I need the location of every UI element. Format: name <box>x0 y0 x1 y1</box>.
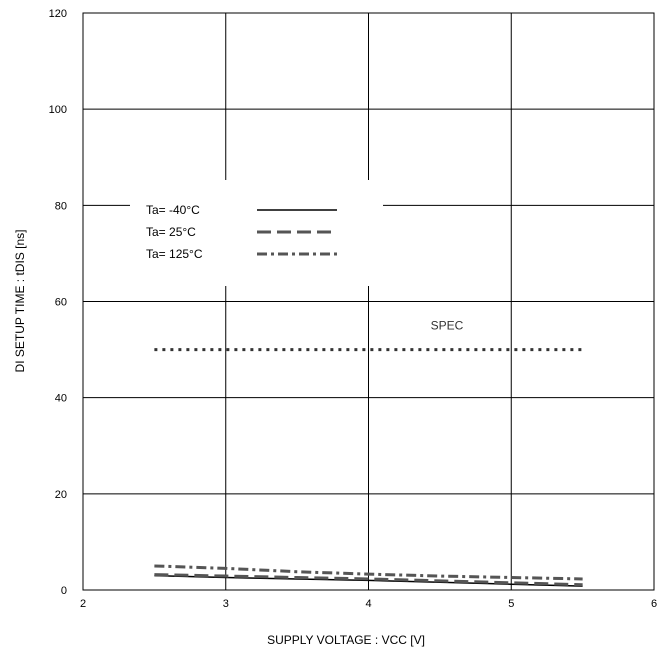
series-layer <box>154 564 583 587</box>
y-tick-label: 20 <box>55 489 67 501</box>
y-axis-title: DI SETUP TIME : tDIS [ns] <box>13 230 27 373</box>
series-line-1 <box>154 573 583 587</box>
x-tick-label: 5 <box>508 598 514 610</box>
y-tick-label: 120 <box>49 8 67 20</box>
x-tick-label: 4 <box>365 598 371 610</box>
x-tick-label: 3 <box>223 598 229 610</box>
x-tick-labels: 2 3 4 5 6 <box>80 598 657 610</box>
x-tick-label: 2 <box>80 598 86 610</box>
x-axis-title: SUPPLY VOLTAGE : VCC [V] <box>267 633 425 647</box>
y-tick-label: 100 <box>49 104 67 116</box>
legend-label-0: Ta= -40°C <box>146 203 200 217</box>
x-tick-label: 6 <box>651 598 657 610</box>
y-tick-label: 80 <box>55 200 67 212</box>
y-tick-label: 60 <box>55 297 67 309</box>
y-tick-label: 40 <box>55 393 67 405</box>
y-tick-label: 0 <box>61 585 67 597</box>
y-tick-labels: 0 20 40 60 80 100 120 <box>49 8 67 597</box>
legend-label-2: Ta= 125°C <box>146 247 203 261</box>
legend-label-1: Ta= 25°C <box>146 225 196 239</box>
legend-box <box>130 180 383 286</box>
plot-frame <box>82 12 655 591</box>
spec-label: SPEC <box>431 319 464 333</box>
series-line-2 <box>154 564 583 581</box>
legend: Ta= -40°C Ta= 25°C Ta= 125°C <box>130 180 383 286</box>
grid <box>83 13 654 590</box>
spec-layer: SPEC <box>154 319 583 352</box>
